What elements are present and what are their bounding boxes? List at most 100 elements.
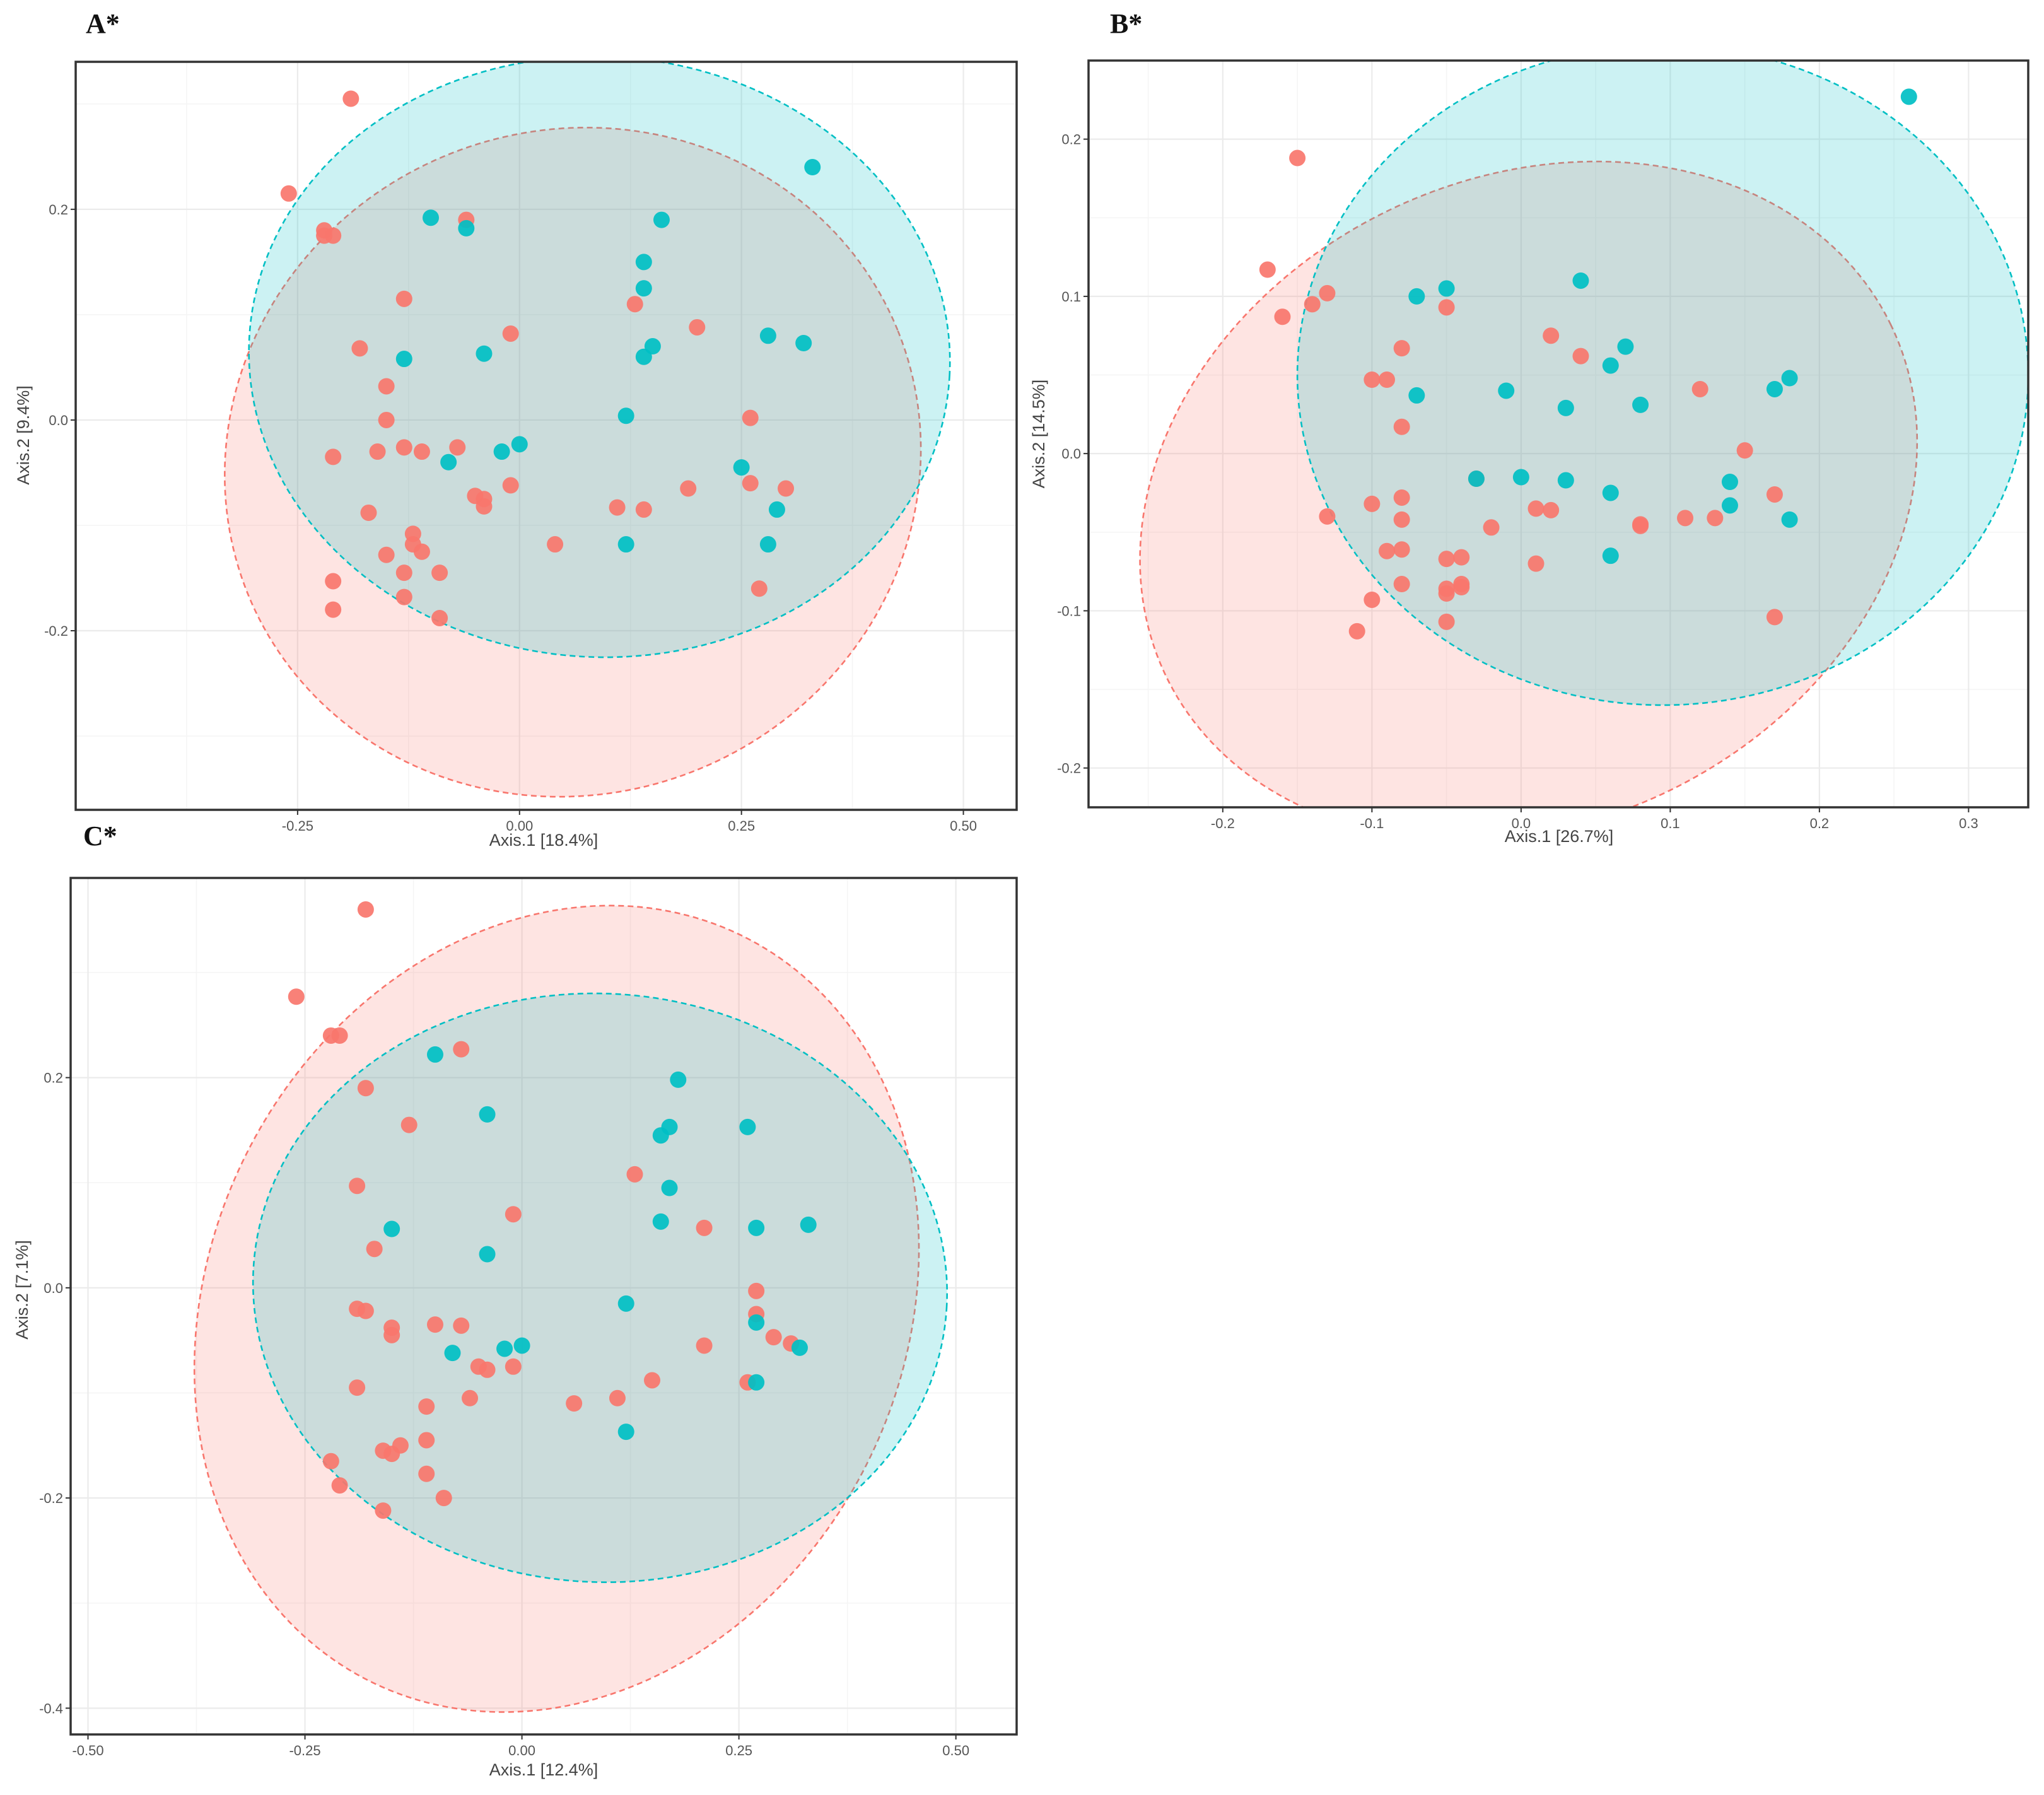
data-point-group-1 <box>1393 340 1410 357</box>
plot-area <box>1139 61 2028 807</box>
data-point-group-1 <box>462 1389 479 1406</box>
y-tick-label: 0.1 <box>1061 289 1081 305</box>
data-point-group-1 <box>1364 371 1381 389</box>
data-point-group-1 <box>1393 418 1410 435</box>
data-point-group-2 <box>1632 396 1649 413</box>
data-point-group-1 <box>1438 299 1455 316</box>
data-point-group-2 <box>440 453 457 471</box>
data-point-group-2 <box>1408 288 1425 305</box>
x-tick-label: 0.2 <box>1810 816 1830 831</box>
data-point-group-1 <box>378 546 395 563</box>
data-point-group-2 <box>670 1071 687 1088</box>
plot-background <box>76 62 1017 810</box>
y-tick-label: -0.4 <box>39 1700 63 1716</box>
data-point-group-1 <box>1766 609 1783 626</box>
data-point-group-2 <box>1900 88 1917 105</box>
data-point-group-2 <box>795 335 812 352</box>
data-point-group-1 <box>431 609 448 626</box>
data-point-group-1 <box>400 1116 418 1133</box>
data-point-group-1 <box>1527 555 1545 572</box>
data-point-group-1 <box>378 411 395 428</box>
data-point-group-1 <box>680 480 697 497</box>
y-tick-label: 0.0 <box>44 1280 63 1296</box>
x-axis-title: Axis.1 [26.7%] <box>1505 827 1614 846</box>
data-point-group-1 <box>1677 510 1694 527</box>
plot-area <box>224 62 951 798</box>
data-point-group-1 <box>325 573 342 590</box>
data-point-group-2 <box>1602 547 1619 564</box>
plot-background <box>1089 61 2028 807</box>
data-point-group-1 <box>644 1372 661 1389</box>
data-point-group-1 <box>742 475 759 492</box>
data-point-group-2 <box>652 1213 669 1230</box>
data-point-group-1 <box>453 1317 470 1334</box>
data-point-group-2 <box>768 501 785 518</box>
x-tick-label: 0.0 <box>1512 816 1531 831</box>
data-point-group-2 <box>748 1314 765 1331</box>
data-point-group-2 <box>748 1219 765 1236</box>
data-point-group-1 <box>1289 149 1306 167</box>
data-point-group-2 <box>635 280 652 297</box>
data-point-group-1 <box>413 543 430 560</box>
x-tick-label: -0.25 <box>282 818 313 834</box>
data-point-group-1 <box>357 901 374 918</box>
data-point-group-1 <box>369 443 386 460</box>
data-point-group-1 <box>435 1490 452 1507</box>
data-point-group-2 <box>1602 484 1619 501</box>
data-point-group-2 <box>733 459 750 476</box>
data-point-group-2 <box>496 1340 513 1357</box>
data-point-group-1 <box>288 988 305 1005</box>
plot-a: -0.25 0.00 0.25 0.50 -0.2 0.0 0.2 <box>44 61 1018 834</box>
panel-a: A* -0.25 0.00 0.25 0.50 -0.2 0.0 0.2 Axis.1 [1… <box>14 8 1018 850</box>
data-point-group-1 <box>418 1465 435 1482</box>
data-point-group-2 <box>617 407 634 424</box>
data-point-group-1 <box>395 564 412 582</box>
data-point-group-2 <box>1438 280 1455 297</box>
y-tick-label: 0.2 <box>44 1070 63 1086</box>
data-point-group-1 <box>742 409 759 426</box>
data-point-group-1 <box>505 1206 522 1223</box>
data-point-group-1 <box>1766 486 1783 503</box>
plot-area <box>193 901 948 1713</box>
x-tick-label: 0.1 <box>1661 816 1680 831</box>
data-point-group-1 <box>1691 380 1708 397</box>
data-point-group-2 <box>1498 382 1515 399</box>
data-point-group-1 <box>375 1502 392 1519</box>
data-point-group-2 <box>748 1374 765 1391</box>
data-point-group-1 <box>1364 495 1381 512</box>
data-point-group-1 <box>547 536 564 553</box>
data-point-group-1 <box>626 1166 643 1183</box>
y-axis-title: Axis.2 [9.4%] <box>14 385 33 485</box>
data-point-group-1 <box>1543 501 1560 518</box>
data-point-group-1 <box>1319 508 1336 525</box>
data-point-group-1 <box>778 480 795 497</box>
data-point-group-1 <box>1572 348 1589 365</box>
x-tick-label: 0.00 <box>506 818 533 834</box>
data-point-group-1 <box>1707 510 1724 527</box>
x-tick-label: -0.50 <box>72 1743 103 1758</box>
data-point-group-2 <box>444 1345 461 1362</box>
x-tick-label: 0.25 <box>728 818 755 834</box>
data-point-group-1 <box>1393 489 1410 506</box>
data-point-group-1 <box>505 1358 522 1375</box>
data-point-group-1 <box>1364 591 1381 608</box>
y-axis-title: Axis.2 [14.5%] <box>1029 380 1048 489</box>
data-point-group-1 <box>366 1241 383 1258</box>
data-point-group-1 <box>635 501 652 518</box>
data-point-group-1 <box>696 1337 713 1354</box>
data-point-group-1 <box>1736 442 1753 459</box>
data-point-group-2 <box>1512 469 1529 486</box>
data-point-group-2 <box>1781 511 1798 528</box>
data-point-group-1 <box>626 296 643 313</box>
plot-c: -0.50 -0.25 0.00 0.25 0.50 -0.4 -0.2 0.0 0.2 <box>39 877 1018 1758</box>
panel-label: A* <box>86 8 120 39</box>
data-point-group-2 <box>617 1424 634 1441</box>
data-point-group-1 <box>395 588 412 605</box>
data-point-group-1 <box>331 1027 348 1044</box>
data-point-group-1 <box>357 1080 374 1097</box>
data-point-group-1 <box>357 1302 374 1319</box>
panel-label: B* <box>1110 8 1142 39</box>
x-axis-title: Axis.1 [18.4%] <box>489 831 599 850</box>
data-point-group-2 <box>479 1106 496 1123</box>
data-point-group-1 <box>1259 261 1276 278</box>
